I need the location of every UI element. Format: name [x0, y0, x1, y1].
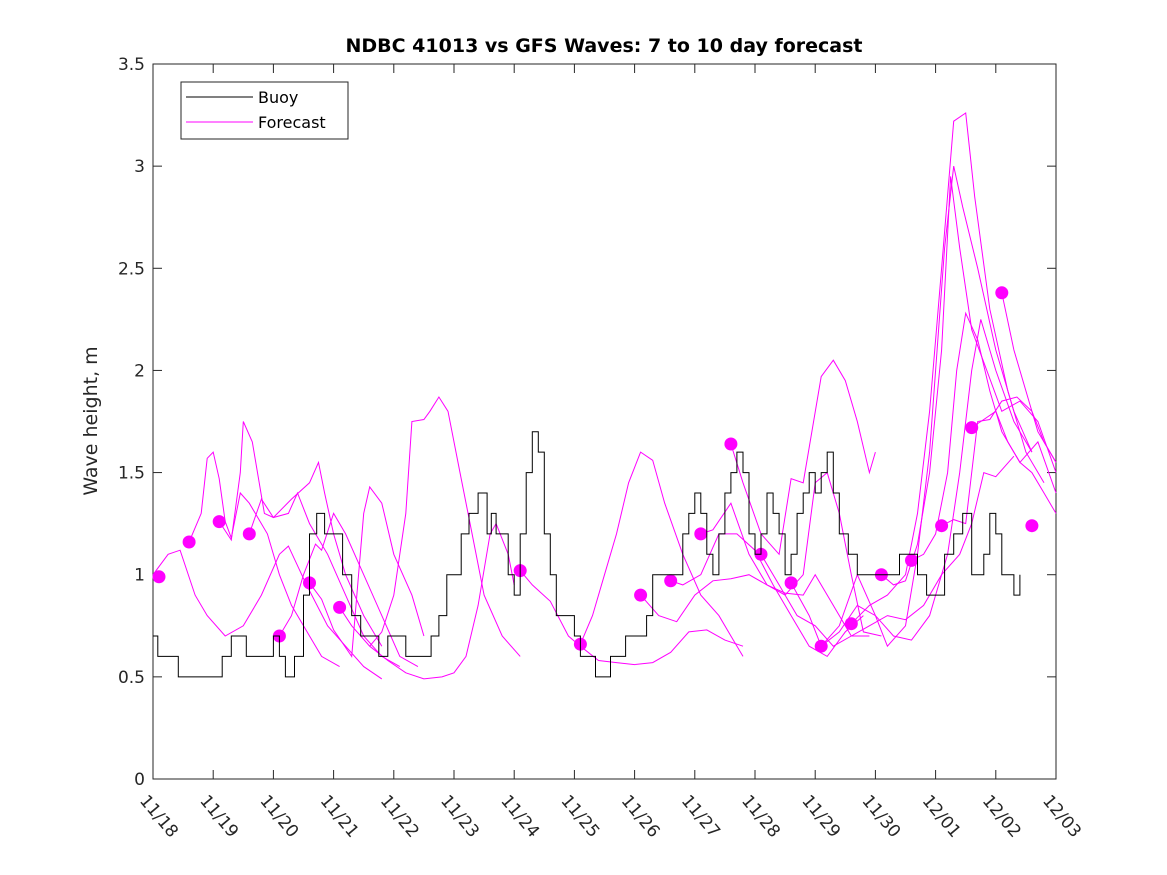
forecast-trace [1001, 292, 1057, 463]
y-axis-label: Wave height, m [80, 346, 102, 495]
forecast-trace [881, 176, 1057, 586]
legend-forecast-label: Forecast [258, 113, 326, 132]
forecast-marker [182, 535, 196, 549]
forecast-trace [248, 491, 401, 668]
y-tick-label: 1 [134, 566, 145, 586]
forecast-trace [790, 319, 1033, 648]
forecast-trace [911, 311, 1057, 561]
forecast-marker [664, 574, 678, 588]
buoy-series-group [153, 431, 1021, 678]
forecast-marker [995, 286, 1009, 300]
forecast-trace [670, 533, 864, 658]
plot-area [152, 63, 1057, 780]
forecast-marker [905, 553, 918, 567]
legend: Buoy Forecast [180, 81, 349, 140]
y-tick-label: 0.5 [118, 668, 145, 688]
forecast-trace [700, 471, 882, 637]
forecast-trace [519, 570, 744, 666]
forecast-trace [218, 421, 383, 647]
forecast-trace [339, 522, 515, 680]
forecast-trace [850, 112, 1045, 625]
forecast-trace [760, 455, 1015, 647]
forecast-marker [212, 515, 226, 529]
y-tick-label: 2 [134, 361, 145, 381]
forecast-marker [784, 576, 798, 590]
forecast-marker [242, 527, 256, 541]
forecast-marker [152, 570, 166, 584]
forecast-marker [965, 421, 979, 435]
forecast-trace [278, 512, 419, 668]
forecast-trace [730, 359, 876, 556]
legend-buoy-label: Buoy [258, 88, 298, 107]
y-tick-label: 0 [134, 770, 145, 790]
forecast-marker [634, 588, 648, 602]
y-tick-label: 3.5 [118, 55, 145, 75]
forecast-marker [935, 519, 949, 533]
legend-box [180, 81, 349, 140]
forecast-marker [694, 527, 708, 541]
forecast-trace [579, 451, 744, 657]
forecast-marker [333, 600, 347, 614]
forecast-marker [1025, 519, 1039, 533]
forecast-trace [971, 410, 1057, 514]
forecast-marker [814, 639, 828, 653]
chart-title: NDBC 41013 vs GFS Waves: 7 to 10 day for… [345, 35, 862, 57]
y-tick-label: 3 [134, 157, 145, 177]
forecast-trace [640, 573, 870, 637]
forecast-trace [820, 165, 1033, 648]
forecast-trace [941, 396, 1057, 527]
forecast-marker [844, 617, 858, 631]
forecast-trace [188, 451, 340, 668]
forecast-marker [724, 437, 738, 451]
buoy-series-line [153, 431, 1021, 678]
forecast-trace [309, 485, 425, 658]
y-tick-label: 2.5 [118, 259, 145, 279]
forecast-trace [369, 396, 521, 657]
y-tick-label: 1.5 [118, 464, 145, 484]
